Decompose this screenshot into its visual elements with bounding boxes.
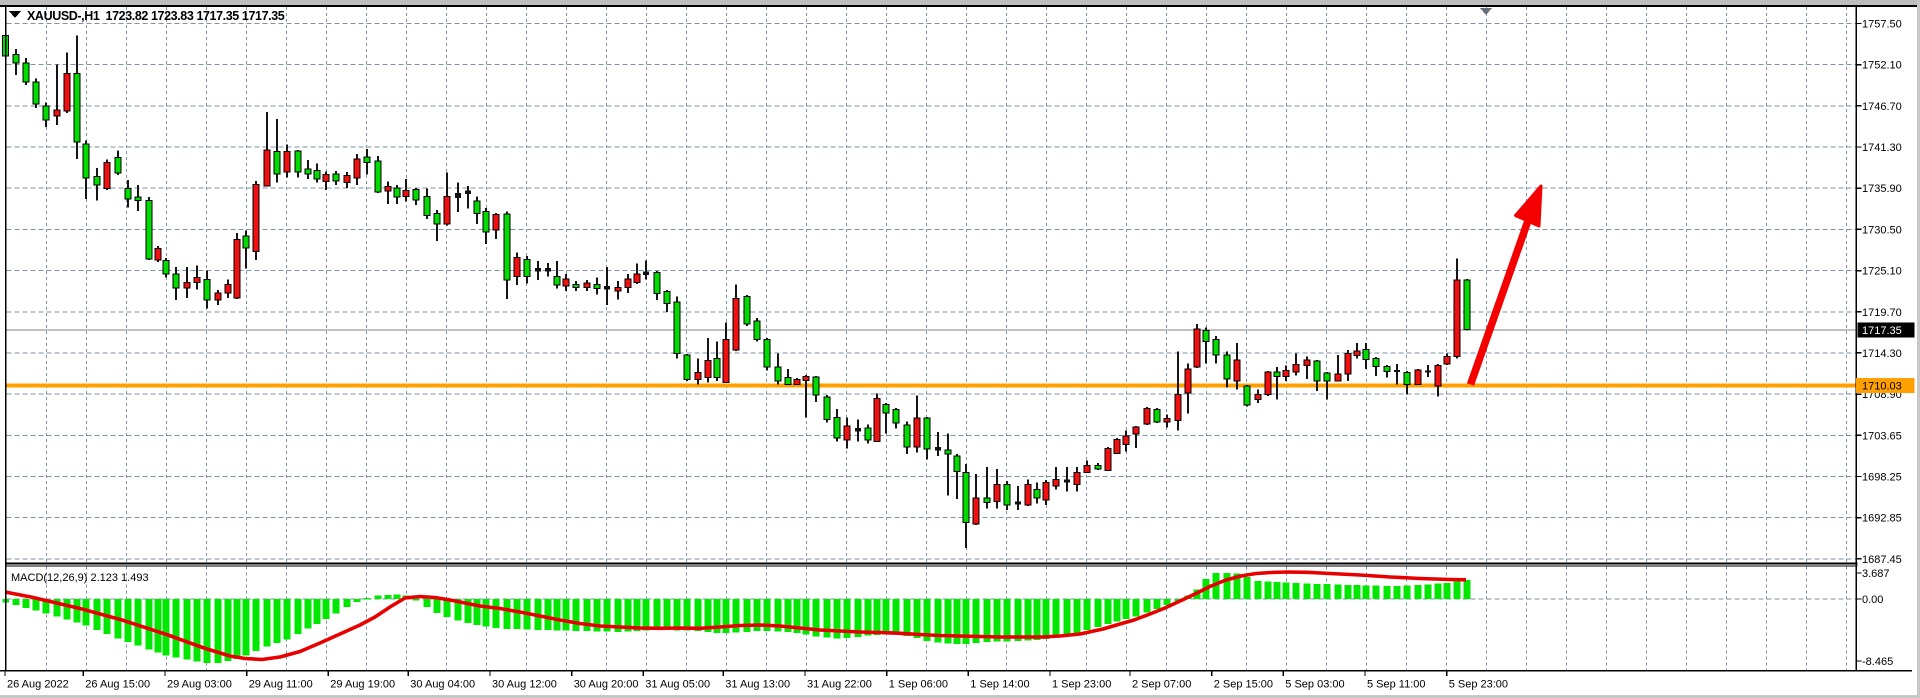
svg-text:1735.90: 1735.90 <box>1862 183 1902 195</box>
svg-text:31 Aug 22:00: 31 Aug 22:00 <box>807 679 872 691</box>
svg-text:1 Sep 23:00: 1 Sep 23:00 <box>1052 679 1111 691</box>
svg-text:1717.35: 1717.35 <box>1862 325 1902 337</box>
svg-text:1714.30: 1714.30 <box>1862 348 1902 360</box>
svg-text:1698.25: 1698.25 <box>1862 471 1902 483</box>
svg-text:2 Sep 07:00: 2 Sep 07:00 <box>1132 679 1191 691</box>
svg-text:29 Aug 19:00: 29 Aug 19:00 <box>330 679 395 691</box>
svg-text:1687.45: 1687.45 <box>1862 554 1902 566</box>
svg-text:26 Aug 15:00: 26 Aug 15:00 <box>85 679 150 691</box>
svg-text:1725.10: 1725.10 <box>1862 266 1902 278</box>
svg-text:1710.03: 1710.03 <box>1862 381 1902 393</box>
svg-text:29 Aug 03:00: 29 Aug 03:00 <box>167 679 232 691</box>
svg-text:5 Sep 11:00: 5 Sep 11:00 <box>1367 679 1426 691</box>
svg-text:1752.10: 1752.10 <box>1862 60 1902 72</box>
svg-text:1692.85: 1692.85 <box>1862 513 1902 525</box>
svg-text:1730.50: 1730.50 <box>1862 224 1902 236</box>
svg-text:30 Aug 12:00: 30 Aug 12:00 <box>492 679 557 691</box>
svg-text:29 Aug 11:00: 29 Aug 11:00 <box>249 679 313 691</box>
svg-text:1 Sep 06:00: 1 Sep 06:00 <box>889 679 948 691</box>
svg-text:1741.30: 1741.30 <box>1862 142 1902 154</box>
svg-text:5 Sep 03:00: 5 Sep 03:00 <box>1285 679 1344 691</box>
svg-text:XAUUSD-,H1 1723.82 1723.83 17: XAUUSD-,H1 1723.82 1723.83 1717.35 1717.… <box>27 9 285 23</box>
svg-text:30 Aug 04:00: 30 Aug 04:00 <box>410 679 475 691</box>
svg-text:31 Aug 13:00: 31 Aug 13:00 <box>725 679 790 691</box>
svg-text:MACD(12,26,9) 2.123 1.493: MACD(12,26,9) 2.123 1.493 <box>11 572 149 584</box>
svg-text:-8.465: -8.465 <box>1862 656 1893 668</box>
svg-text:1746.70: 1746.70 <box>1862 101 1902 113</box>
svg-text:1757.50: 1757.50 <box>1862 19 1902 31</box>
svg-text:1703.65: 1703.65 <box>1862 430 1902 442</box>
svg-text:26 Aug 2022: 26 Aug 2022 <box>7 679 69 691</box>
svg-text:31 Aug 05:00: 31 Aug 05:00 <box>645 679 710 691</box>
svg-text:5 Sep 23:00: 5 Sep 23:00 <box>1449 679 1508 691</box>
svg-text:30 Aug 20:00: 30 Aug 20:00 <box>574 679 639 691</box>
svg-text:0.00: 0.00 <box>1862 594 1883 606</box>
svg-text:3.687: 3.687 <box>1862 568 1890 580</box>
svg-text:2 Sep 15:00: 2 Sep 15:00 <box>1214 679 1273 691</box>
svg-text:1719.70: 1719.70 <box>1862 307 1902 319</box>
svg-text:1 Sep 14:00: 1 Sep 14:00 <box>970 679 1029 691</box>
